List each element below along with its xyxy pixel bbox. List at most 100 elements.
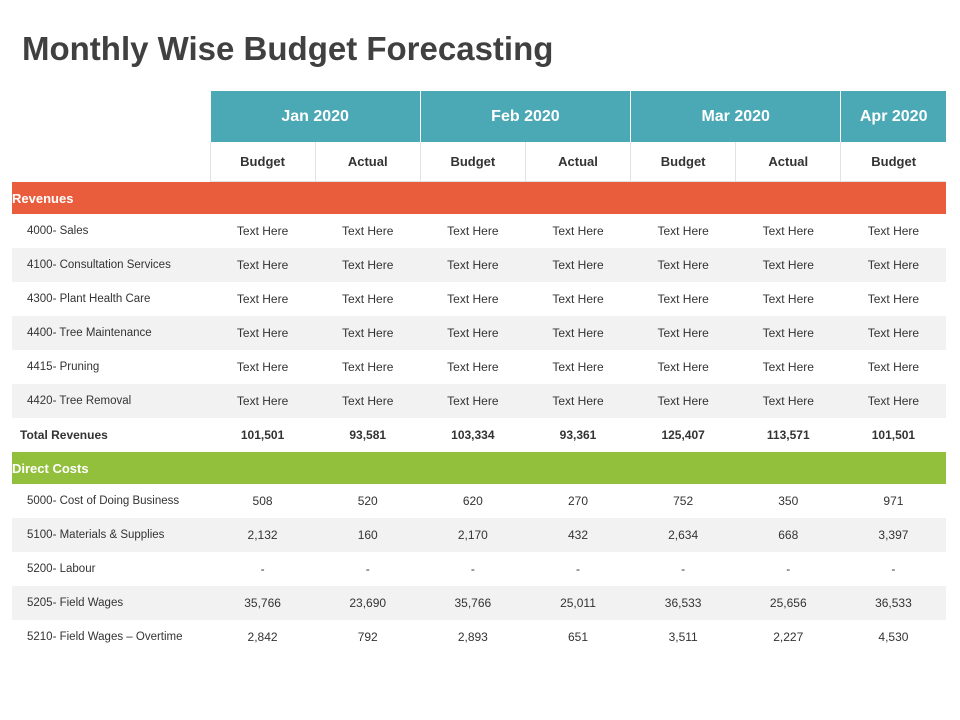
value-cell: 432 (525, 518, 631, 552)
value-cell: - (365, 562, 370, 576)
row-label: 4000- Sales (27, 225, 89, 237)
page-title: Monthly Wise Budget Forecasting (22, 30, 554, 67)
value-cell: Text Here (840, 248, 946, 282)
value-cell: Text Here (657, 224, 709, 238)
table-row: 5200- Labour - - - - - - - (12, 552, 946, 586)
value-cell: 668 (735, 518, 841, 552)
value-cell: 2,227 (773, 630, 804, 644)
row-label: 4100- Consultation Services (12, 248, 210, 282)
value-cell: Text Here (420, 384, 526, 418)
value-cell: Text Here (630, 316, 736, 350)
value-cell: 36,533 (630, 586, 736, 620)
table-row: 4300- Plant Health Care Text Here Text Her… (12, 282, 946, 316)
value-cell: - (681, 562, 686, 576)
value-cell: 113,571 (766, 428, 810, 442)
value-cell: Text Here (447, 360, 499, 374)
header-spacer (12, 142, 210, 182)
row-label: 4400- Tree Maintenance (12, 316, 210, 350)
value-cell: Text Here (342, 224, 394, 238)
row-label: 5000- Cost of Doing Business (27, 495, 180, 507)
value-cell: 508 (252, 494, 273, 508)
value-cell: - (786, 562, 791, 576)
table-row: 5100- Materials & Supplies 2,132 160 2,170 4… (12, 518, 946, 552)
subheader-cell: Budget (840, 142, 946, 182)
value-cell: Text Here (315, 384, 421, 418)
value-cell: Text Here (867, 292, 920, 306)
value-cell: Text Here (657, 360, 709, 374)
table-row: 4400- Tree Maintenance Text Here Text Here… (12, 316, 946, 350)
table-row: 4415- Pruning Text Here Text Here Text Here… (12, 350, 946, 384)
value-cell: Text Here (762, 292, 814, 306)
month-header: Apr 2020 (840, 91, 946, 142)
value-cell: Text Here (762, 360, 814, 374)
value-cell: Text Here (840, 384, 946, 418)
value-cell: 2,634 (630, 518, 736, 552)
value-cell: 3,511 (668, 630, 698, 644)
value-cell: 270 (567, 494, 588, 508)
value-cell: Text Here (420, 316, 526, 350)
row-label: 4420- Tree Removal (12, 384, 210, 418)
value-cell: Text Here (525, 248, 631, 282)
value-cell: 35,766 (210, 586, 316, 620)
total-revenues-row: Total Revenues 101,501 93,581 103,334 93,361… (12, 418, 946, 452)
section-label: Direct Costs (12, 452, 946, 484)
value-cell: Text Here (210, 384, 316, 418)
row-label: 5200- Labour (27, 563, 96, 575)
budget-table: Jan 2020 Feb 2020 Mar 2020 Apr 2020 Budg… (12, 91, 946, 654)
value-cell: Text Here (342, 292, 394, 306)
subheader-cell: Actual (524, 142, 631, 182)
value-cell: Text Here (762, 224, 814, 238)
row-label: 5100- Materials & Supplies (12, 518, 210, 552)
value-cell: Text Here (236, 292, 289, 306)
header-spacer (12, 91, 210, 142)
month-header: Feb 2020 (419, 91, 631, 142)
month-header: Jan 2020 (209, 91, 421, 142)
month-header: Mar 2020 (630, 91, 841, 142)
value-cell: 651 (567, 630, 588, 644)
value-cell: 3,397 (840, 518, 946, 552)
section-header-revenues: Revenues (12, 181, 946, 214)
section-header-direct-costs: Direct Costs (12, 452, 946, 484)
value-cell: Text Here (552, 360, 604, 374)
value-cell: 4,530 (878, 630, 909, 644)
table-row: 5205- Field Wages 35,766 23,690 35,766 25,01… (12, 586, 946, 620)
table-body: Revenues 4000- Sales Text Here Text Here Te… (12, 181, 946, 655)
subheader-cell: Actual (314, 142, 421, 182)
value-cell: Text Here (236, 224, 289, 238)
value-cell: 93,581 (349, 428, 387, 442)
value-cell: Text Here (525, 316, 631, 350)
value-cell: Text Here (867, 360, 920, 374)
value-cell: 23,690 (315, 586, 421, 620)
value-cell: 2,893 (457, 630, 488, 644)
table-row: 5000- Cost of Doing Business 508 520 620 270… (12, 484, 946, 518)
value-cell: Text Here (552, 292, 604, 306)
section-label: Revenues (12, 181, 946, 214)
value-cell: Text Here (657, 292, 709, 306)
row-label: Total Revenues (20, 428, 108, 442)
table-row: 4420- Tree Removal Text Here Text Here Text… (12, 384, 946, 418)
value-cell: Text Here (342, 360, 394, 374)
month-header-row: Jan 2020 Feb 2020 Mar 2020 Apr 2020 (12, 91, 946, 142)
value-cell: - (260, 562, 265, 576)
value-cell: - (891, 562, 896, 576)
value-cell: 350 (778, 494, 799, 508)
value-cell: Text Here (630, 248, 736, 282)
value-cell: 35,766 (420, 586, 526, 620)
value-cell: 125,407 (661, 428, 705, 442)
value-cell: 160 (315, 518, 421, 552)
value-cell: Text Here (525, 384, 631, 418)
value-cell: Text Here (630, 384, 736, 418)
value-cell: 101,501 (240, 428, 285, 442)
table-row: 4000- Sales Text Here Text Here Text Here Te… (12, 214, 946, 248)
value-cell: Text Here (420, 248, 526, 282)
value-cell: Text Here (867, 224, 920, 238)
value-cell: Text Here (236, 360, 289, 374)
value-cell: 971 (883, 494, 904, 508)
table-row: 4100- Consultation Services Text Here Text… (12, 248, 946, 282)
table-row: 5210- Field Wages – Overtime 2,842 792 2,89… (12, 620, 946, 654)
value-cell: 93,361 (559, 428, 597, 442)
value-cell: Text Here (735, 248, 841, 282)
value-cell: Text Here (210, 316, 316, 350)
value-cell: 36,533 (840, 586, 946, 620)
value-cell: Text Here (315, 248, 421, 282)
